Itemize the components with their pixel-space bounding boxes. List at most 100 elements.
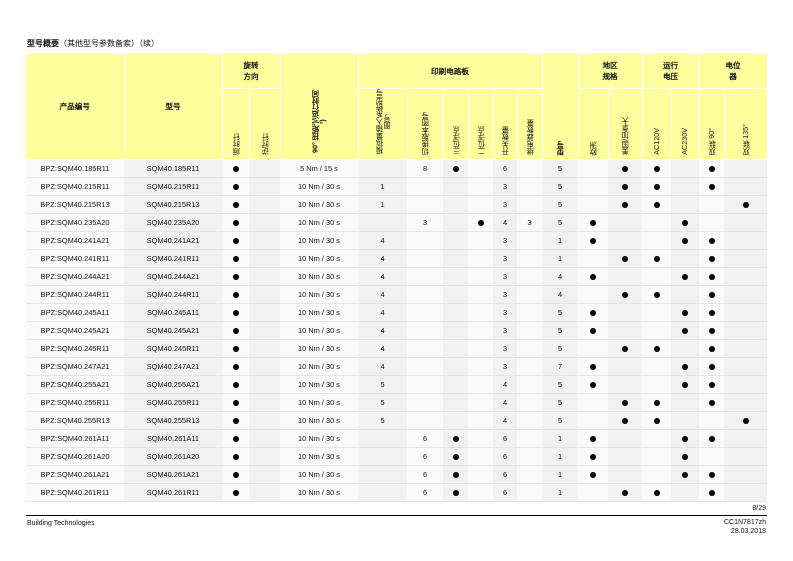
cell-empty bbox=[249, 357, 280, 376]
cell-type: SQM40.215R13 bbox=[124, 195, 222, 214]
cell-pcb_c bbox=[443, 465, 468, 484]
cell-eu bbox=[578, 267, 609, 286]
cell-torque: 10 Nm / 30 s bbox=[280, 339, 358, 358]
cell-pcb_d bbox=[468, 321, 493, 340]
cell-us bbox=[608, 303, 643, 322]
bullet-dot-icon bbox=[682, 310, 689, 317]
cell-pcb_b: 6 bbox=[407, 465, 443, 484]
page-number: 8/29 bbox=[752, 505, 766, 512]
header-pcb-analog: 模拟量输入系统型号图号 bbox=[358, 88, 408, 160]
cell-us bbox=[608, 285, 643, 304]
cell-pcb_d bbox=[468, 303, 493, 322]
cell-pcb_c bbox=[443, 393, 468, 412]
cell-pcb_e: 6 bbox=[493, 159, 517, 178]
cell-model: 5 bbox=[542, 339, 579, 358]
cell-p135 bbox=[724, 303, 768, 322]
cell-product: BPZ:SQM40.185R11 bbox=[26, 159, 124, 178]
cell-type: SQM40.235A20 bbox=[124, 213, 222, 232]
cell-p90 bbox=[699, 393, 725, 412]
cell-p135 bbox=[724, 465, 768, 484]
cell-product: BPZ:SQM40.244A21 bbox=[26, 267, 124, 286]
cell-pcb_f bbox=[517, 177, 543, 196]
cell-pcb_d bbox=[468, 231, 493, 250]
cell-empty bbox=[249, 375, 280, 394]
cell-v230 bbox=[671, 195, 700, 214]
bullet-dot-icon bbox=[590, 220, 597, 227]
cell-v120 bbox=[642, 267, 672, 286]
cell-model: 5 bbox=[542, 321, 579, 340]
bullet-dot-icon bbox=[232, 454, 239, 461]
cell-empty bbox=[249, 177, 280, 196]
cell-pcb_c bbox=[443, 267, 468, 286]
bullet-dot-icon bbox=[232, 166, 239, 173]
cell-eu bbox=[578, 321, 609, 340]
bullet-dot-icon bbox=[232, 256, 239, 263]
cell-eu bbox=[578, 357, 609, 376]
cell-type: SQM40.261A11 bbox=[124, 429, 222, 448]
table-row: BPZ:SQM40.255A21 SQM40.255A21 10 Nm / 30 s… bbox=[26, 375, 768, 394]
cell-cw bbox=[222, 159, 249, 178]
cell-model: 4 bbox=[542, 267, 579, 286]
bullet-dot-icon bbox=[590, 310, 597, 317]
cell-cw bbox=[222, 339, 249, 358]
header-region: 地区 规格 bbox=[578, 54, 643, 89]
cell-pcb_b bbox=[407, 249, 443, 268]
cell-pcb_e: 6 bbox=[493, 465, 517, 484]
cell-v230 bbox=[671, 429, 700, 448]
cell-p90 bbox=[699, 429, 725, 448]
bullet-dot-icon bbox=[708, 184, 715, 191]
cell-pcb_d bbox=[468, 159, 493, 178]
cell-v120 bbox=[642, 393, 672, 412]
cell-eu bbox=[578, 411, 609, 430]
cell-pcb_a: 4 bbox=[358, 339, 407, 358]
cell-p135 bbox=[724, 267, 768, 286]
cell-torque: 10 Nm / 30 s bbox=[280, 213, 358, 232]
cell-model: 5 bbox=[542, 411, 579, 430]
cell-pcb_a bbox=[358, 213, 407, 232]
bullet-dot-icon bbox=[653, 346, 660, 353]
cell-pcb_f bbox=[517, 429, 543, 448]
cell-torque: 10 Nm / 30 s bbox=[280, 357, 358, 376]
header-pcb-relay-count: 继电器数量 bbox=[517, 88, 543, 160]
bullet-dot-icon bbox=[232, 238, 239, 245]
cell-eu bbox=[578, 375, 609, 394]
cell-product: BPZ:SQM40.261A21 bbox=[26, 465, 124, 484]
cell-p135 bbox=[724, 195, 768, 214]
cell-us bbox=[608, 429, 643, 448]
cell-v120 bbox=[642, 213, 672, 232]
cell-pcb_f bbox=[517, 249, 543, 268]
cell-pcb_a: 4 bbox=[358, 231, 407, 250]
table-row: BPZ:SQM40.261A21 SQM40.261A21 10 Nm / 30 s… bbox=[26, 465, 768, 484]
cell-pcb_c bbox=[443, 411, 468, 430]
cell-torque: 10 Nm / 30 s bbox=[280, 267, 358, 286]
table-row: BPZ:SQM40.245A11 SQM40.245A11 10 Nm / 30 s… bbox=[26, 303, 768, 322]
cell-us bbox=[608, 483, 643, 502]
cell-product: BPZ:SQM40.255R13 bbox=[26, 411, 124, 430]
bullet-dot-icon bbox=[590, 328, 597, 335]
bullet-dot-icon bbox=[682, 472, 689, 479]
cell-empty bbox=[249, 195, 280, 214]
header-region-us: 美国/加拿大 bbox=[608, 88, 643, 160]
header-voltage: 运行 电压 bbox=[642, 54, 700, 89]
bullet-dot-icon bbox=[708, 400, 715, 407]
cell-cw bbox=[222, 285, 249, 304]
cell-p90 bbox=[699, 303, 725, 322]
cell-v230 bbox=[671, 303, 700, 322]
cell-type: SQM40.261A20 bbox=[124, 447, 222, 466]
cell-v120 bbox=[642, 411, 672, 430]
cell-product: BPZ:SQM40.261A20 bbox=[26, 447, 124, 466]
bullet-dot-icon bbox=[708, 238, 715, 245]
footer-doc-id: CC1N7817zh bbox=[723, 519, 766, 526]
cell-eu bbox=[578, 249, 609, 268]
cell-v120 bbox=[642, 339, 672, 358]
cell-pcb_c bbox=[443, 249, 468, 268]
cell-p90 bbox=[699, 213, 725, 232]
cell-p135 bbox=[724, 339, 768, 358]
cell-model: 1 bbox=[542, 447, 579, 466]
cell-pcb_d bbox=[468, 177, 493, 196]
cell-product: BPZ:SQM40.255R11 bbox=[26, 393, 124, 412]
cell-type: SQM40.244A21 bbox=[124, 267, 222, 286]
cell-type: SQM40.255R13 bbox=[124, 411, 222, 430]
bullet-dot-icon bbox=[653, 166, 660, 173]
cell-cw bbox=[222, 411, 249, 430]
